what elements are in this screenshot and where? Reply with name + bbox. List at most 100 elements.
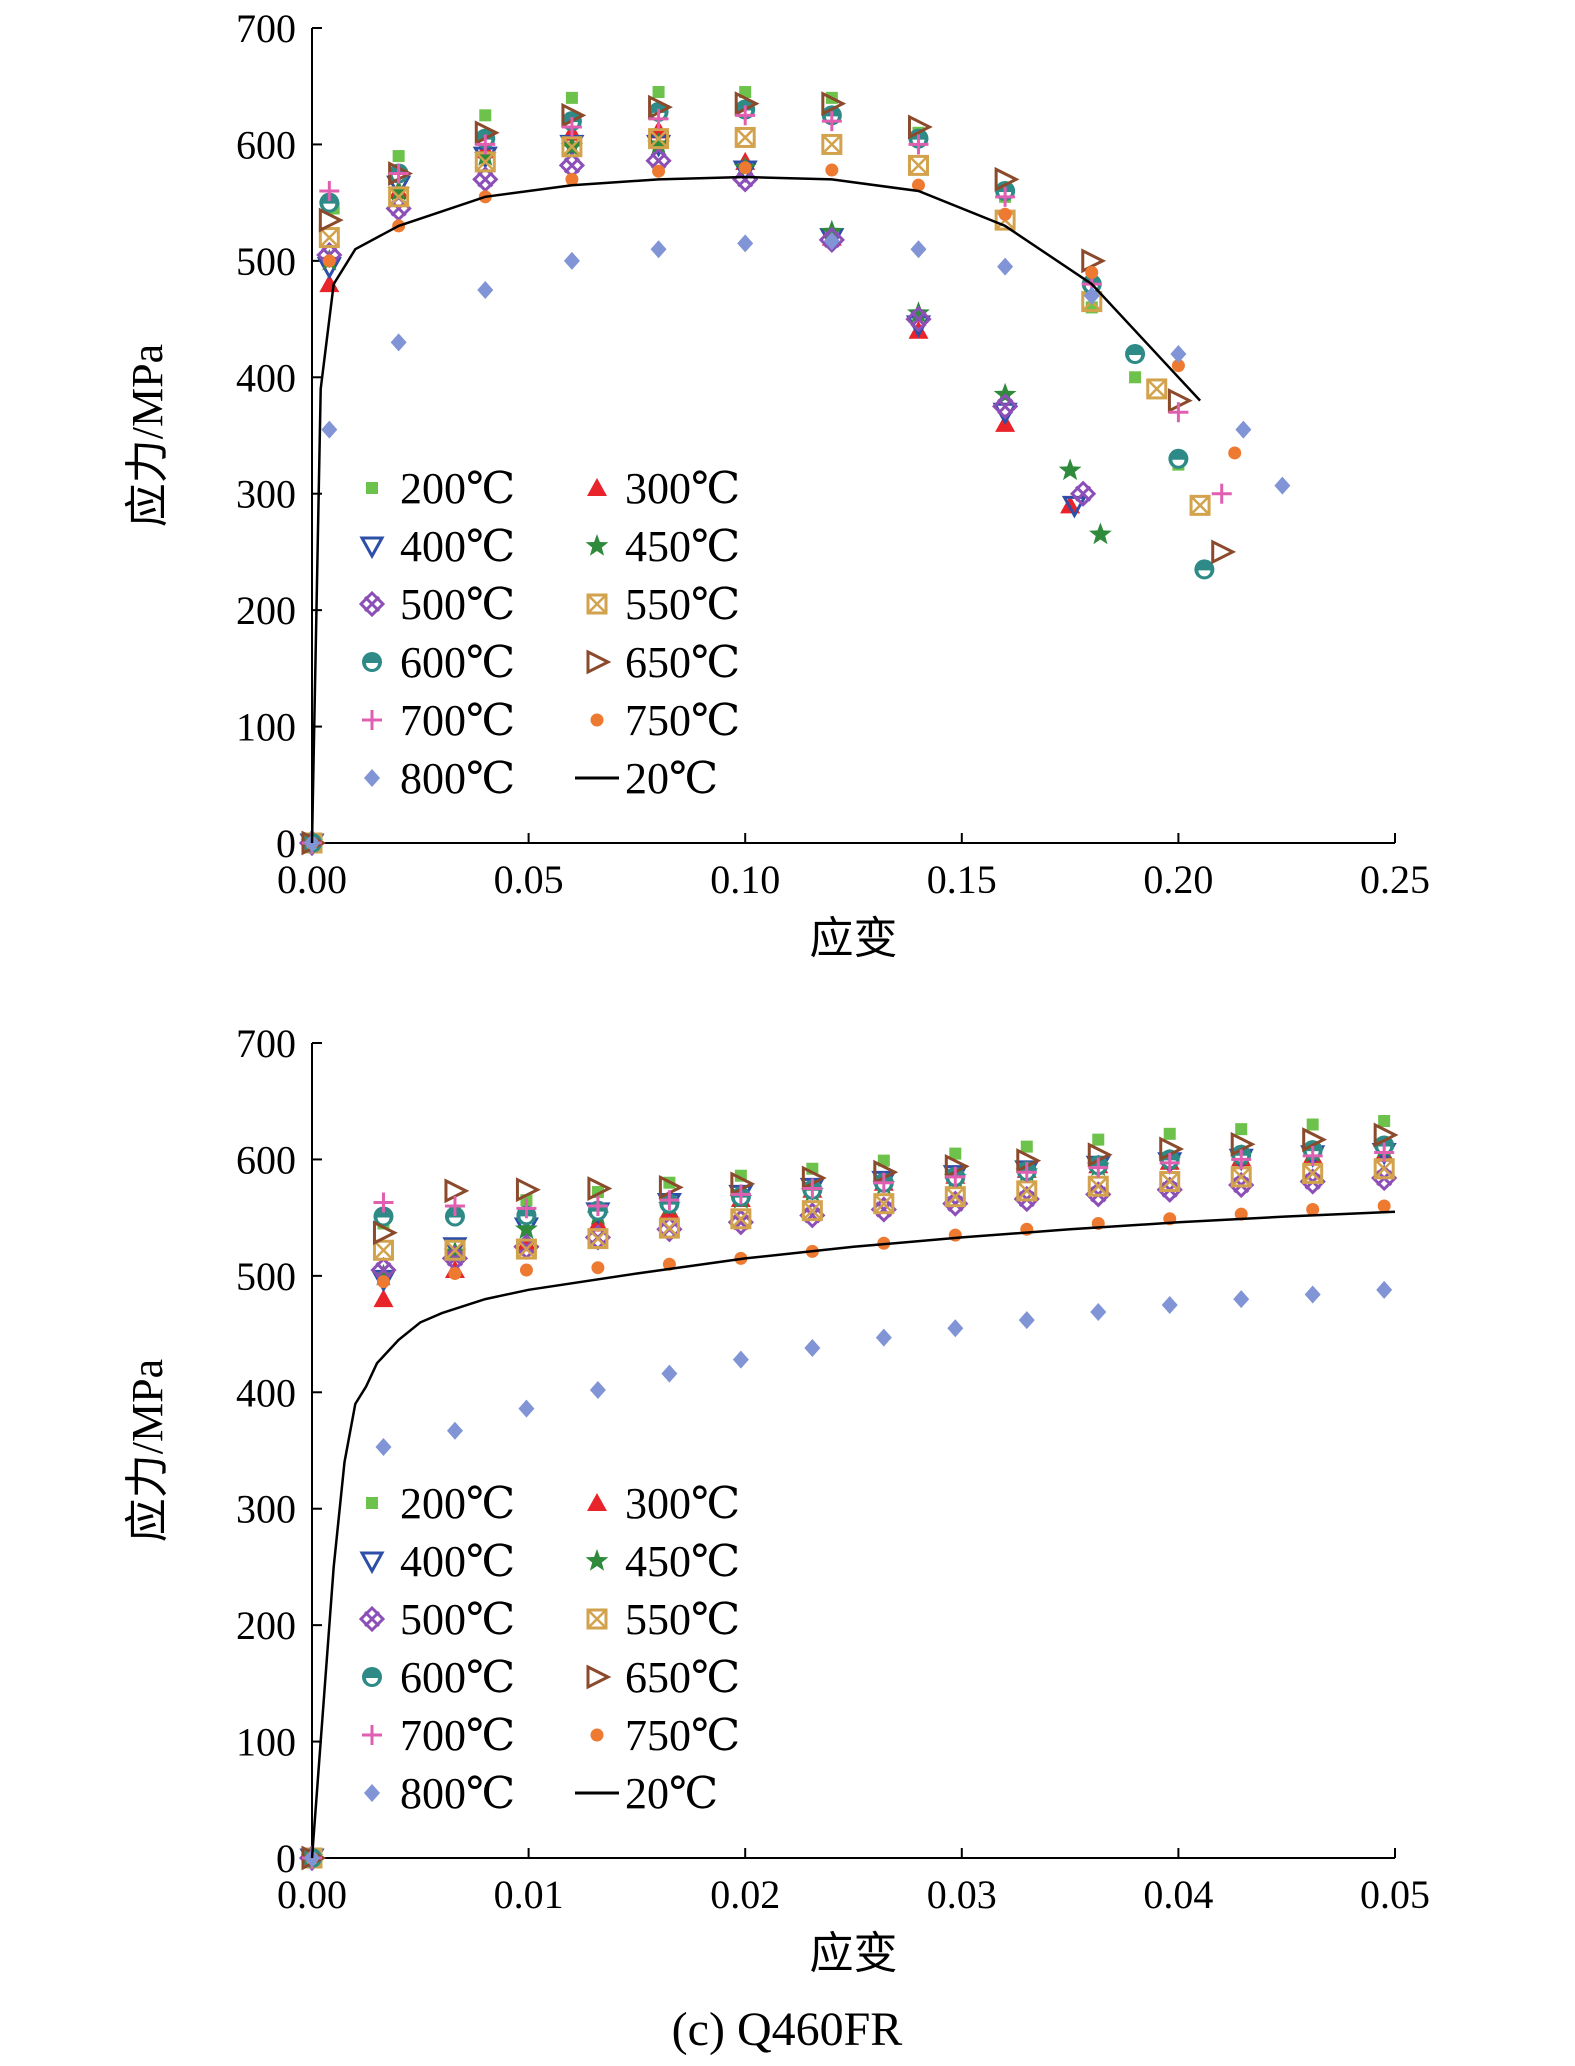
- y-tick-label: 400: [236, 1370, 296, 1415]
- data-point: [319, 181, 340, 201]
- series-550c: [301, 126, 1211, 854]
- legend-swatch: [358, 590, 386, 618]
- data-point: [473, 144, 497, 166]
- legend-item-300c: 300℃: [587, 1479, 740, 1528]
- data-point: [991, 393, 1019, 420]
- data-point: [995, 186, 1016, 207]
- data-point: [910, 240, 927, 259]
- data-point: [390, 333, 407, 352]
- legend-label: 800℃: [400, 754, 515, 803]
- legend-swatch: [366, 482, 378, 494]
- data-point: [1085, 266, 1099, 279]
- data-point: [949, 1147, 962, 1160]
- legend-item-800c: 800℃: [364, 1769, 515, 1818]
- data-point: [804, 1339, 821, 1358]
- legend-label: 600℃: [400, 638, 515, 687]
- data-point: [1376, 1280, 1393, 1299]
- data-point: [479, 109, 492, 122]
- x-tick-label: 0.00: [277, 857, 347, 902]
- data-point: [945, 1166, 966, 1187]
- data-point: [448, 1267, 462, 1281]
- legend-swatch: [362, 652, 382, 672]
- data-point: [1230, 1131, 1256, 1157]
- data-point: [944, 1186, 966, 1208]
- data-point: [948, 1228, 962, 1242]
- legend-label: 450℃: [625, 522, 740, 571]
- data-point: [732, 166, 759, 193]
- y-tick-label: 200: [236, 1603, 296, 1648]
- data-point: [372, 1220, 398, 1246]
- legend-item-200c: 200℃: [366, 464, 515, 513]
- legend-item-550c: 550℃: [586, 580, 740, 629]
- data-point: [1129, 371, 1142, 384]
- data-point: [1211, 483, 1232, 504]
- legend-label: 750℃: [625, 1711, 740, 1760]
- legend-label: 650℃: [625, 638, 740, 687]
- x-tick-label: 0.01: [494, 1872, 564, 1917]
- x-tick-label: 0.15: [927, 857, 997, 902]
- data-point: [942, 1190, 969, 1217]
- y-axis-label: 应力/MPa: [123, 1359, 172, 1542]
- legend-item-750c: 750℃: [590, 1711, 740, 1760]
- legend-label: 400℃: [400, 1537, 515, 1586]
- data-point: [907, 301, 930, 323]
- data-point: [1306, 1118, 1319, 1131]
- legend: 200℃ 300℃ 400℃ 450℃ 500℃ 550℃ 600℃ 650℃ 700℃ 750℃…: [358, 1479, 740, 1818]
- y-tick-label: 700: [236, 6, 296, 51]
- legend-label: 700℃: [400, 696, 515, 745]
- legend-item-450c: 450℃: [585, 522, 740, 571]
- data-point: [1304, 1285, 1321, 1304]
- legend-label: 800℃: [400, 1769, 515, 1818]
- legend-swatch: [364, 769, 380, 787]
- data-point: [1231, 1149, 1252, 1170]
- data-point: [661, 1364, 678, 1383]
- data-point: [1069, 480, 1097, 507]
- data-point: [1233, 1290, 1250, 1309]
- data-point: [392, 150, 405, 163]
- data-point: [647, 132, 670, 155]
- data-point: [994, 166, 1020, 192]
- data-point: [737, 234, 754, 253]
- data-point: [1125, 344, 1146, 364]
- data-point: [907, 114, 933, 140]
- legend-swatch: [364, 1784, 380, 1802]
- data-point: [376, 1275, 390, 1289]
- data-point: [477, 280, 494, 299]
- data-point: [373, 1289, 394, 1308]
- data-point: [322, 254, 336, 268]
- data-point: [1088, 1157, 1109, 1178]
- legend-item-500c: 500℃: [358, 1595, 515, 1644]
- data-point: [372, 1239, 394, 1261]
- legend-swatch: [359, 536, 385, 560]
- data-point: [1146, 378, 1168, 400]
- data-point: [825, 163, 839, 177]
- legend-item-20c: 20℃: [575, 754, 718, 803]
- data-point: [587, 1228, 609, 1250]
- data-point: [1020, 1140, 1033, 1153]
- data-point: [821, 91, 847, 117]
- legend-swatch: [586, 649, 612, 675]
- data-point: [318, 227, 340, 249]
- data-point: [738, 161, 752, 175]
- data-point: [587, 1176, 613, 1201]
- data-point: [565, 91, 578, 104]
- legend-item-450c: 450℃: [585, 1537, 740, 1586]
- y-tick-label: 400: [236, 355, 296, 400]
- legend-label: 300℃: [625, 464, 740, 513]
- y-tick-label: 300: [236, 1487, 296, 1532]
- data-point: [947, 1319, 964, 1338]
- series-line-20c: [310, 1210, 1396, 1859]
- data-point: [444, 1178, 470, 1204]
- x-tick-label: 0.04: [1143, 1872, 1213, 1917]
- data-point: [730, 1184, 751, 1205]
- data-point: [1159, 1152, 1180, 1173]
- figure-caption: (c) Q460FR: [672, 2003, 903, 2056]
- data-point: [659, 1190, 680, 1211]
- data-point: [319, 192, 340, 213]
- data-point: [1083, 286, 1100, 305]
- series-20c: [310, 1210, 1396, 1859]
- x-tick-label: 0.20: [1143, 857, 1213, 902]
- data-point: [802, 1178, 823, 1199]
- legend-swatch: [362, 1725, 382, 1745]
- legend-swatch: [362, 710, 382, 730]
